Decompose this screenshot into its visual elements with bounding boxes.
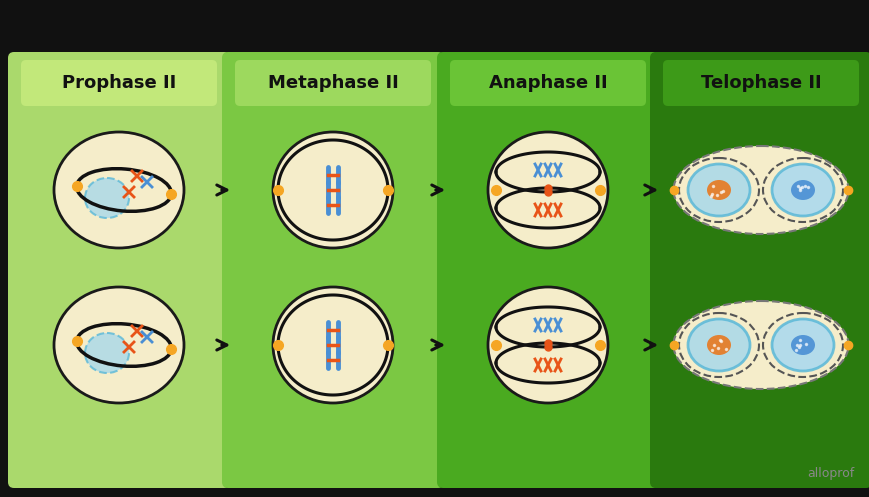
Ellipse shape [763,158,843,222]
Ellipse shape [772,319,834,371]
Ellipse shape [273,132,393,248]
FancyBboxPatch shape [663,60,859,106]
FancyBboxPatch shape [222,52,444,488]
Ellipse shape [488,287,608,403]
Ellipse shape [673,301,848,389]
Ellipse shape [54,132,184,248]
Ellipse shape [763,313,843,377]
Text: Prophase II: Prophase II [62,74,176,92]
Ellipse shape [772,164,834,216]
Ellipse shape [85,333,129,373]
Ellipse shape [273,287,393,403]
Ellipse shape [791,180,815,200]
Ellipse shape [688,319,750,371]
Text: Metaphase II: Metaphase II [268,74,398,92]
FancyBboxPatch shape [8,52,230,488]
FancyBboxPatch shape [437,52,659,488]
Ellipse shape [791,335,815,355]
Ellipse shape [679,158,759,222]
Text: Anaphase II: Anaphase II [488,74,607,92]
Ellipse shape [707,180,731,200]
FancyBboxPatch shape [650,52,869,488]
FancyBboxPatch shape [450,60,646,106]
FancyBboxPatch shape [21,60,217,106]
Text: Telophase II: Telophase II [700,74,821,92]
Ellipse shape [679,313,759,377]
Text: alloprof: alloprof [808,467,855,480]
Ellipse shape [688,164,750,216]
Ellipse shape [673,146,848,234]
Ellipse shape [707,335,731,355]
Ellipse shape [54,287,184,403]
Ellipse shape [85,178,129,218]
Ellipse shape [488,132,608,248]
FancyBboxPatch shape [235,60,431,106]
